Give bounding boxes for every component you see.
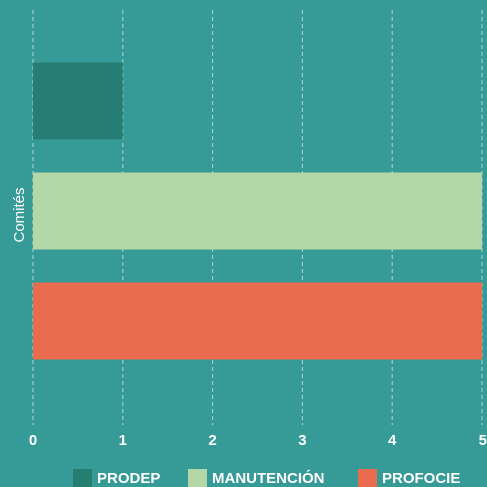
x-tick-label: 4 [388, 432, 397, 449]
legend-swatch [188, 469, 207, 487]
x-tick-label: 3 [298, 432, 306, 449]
legend-label: PRODEP [97, 470, 160, 487]
x-tick-label: 0 [29, 432, 37, 449]
legend-label: PROFOCIE [382, 470, 460, 487]
x-tick-label: 1 [119, 432, 127, 449]
x-tick-label: 5 [479, 432, 487, 449]
x-tick-label: 2 [208, 432, 216, 449]
legend-label: MANUTENCIÓN [212, 469, 325, 487]
bar [33, 62, 123, 140]
y-axis-label: Comités [11, 187, 28, 242]
bar [33, 282, 482, 360]
legend-swatch [358, 469, 377, 487]
legend-swatch [73, 469, 92, 487]
bar [33, 172, 482, 250]
